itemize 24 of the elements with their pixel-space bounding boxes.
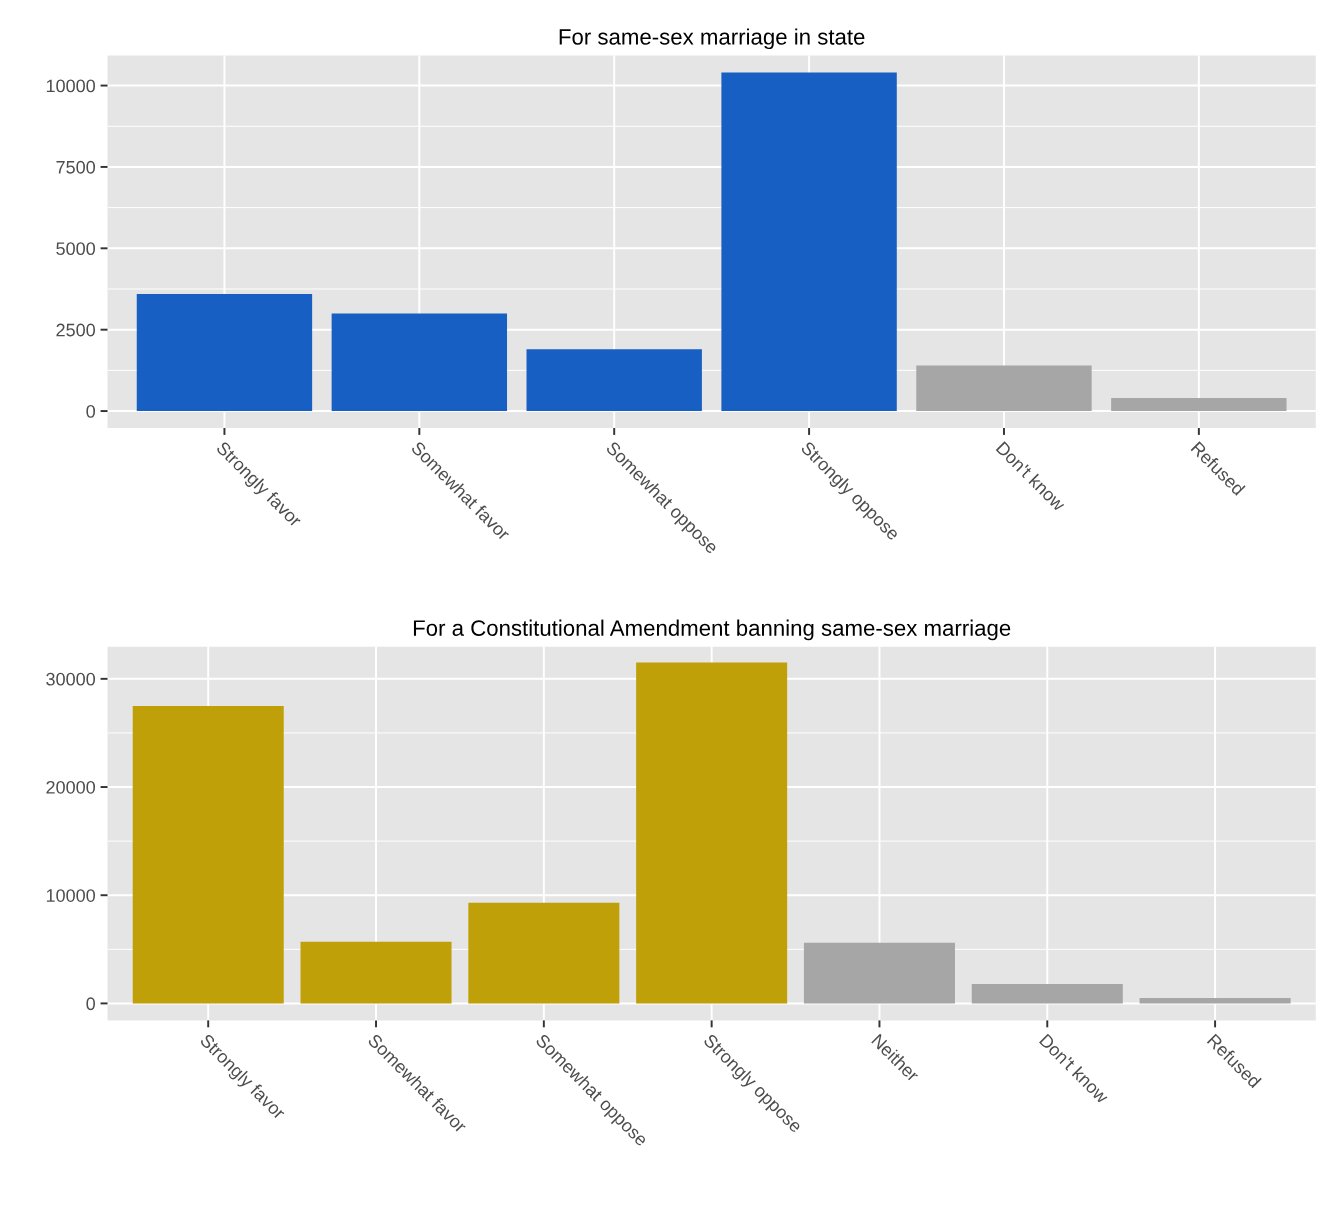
chart-title: For a Constitutional Amendment banning same-sex marriage xyxy=(413,619,1011,641)
y-tick-label: 20000 xyxy=(46,780,96,794)
y-tick-label: 30000 xyxy=(46,672,96,686)
bar xyxy=(916,365,1092,412)
y-tick-label: 10000 xyxy=(46,79,96,93)
chart-title: For same-sex marriage in state xyxy=(559,28,865,50)
y-tick-label: 7500 xyxy=(56,160,96,174)
y-tick-label: 0 xyxy=(86,404,96,418)
y-tick-label: 0 xyxy=(86,997,96,1011)
bar xyxy=(526,349,702,412)
bar xyxy=(803,942,955,1004)
bar xyxy=(1111,398,1287,412)
bar xyxy=(300,941,452,1004)
y-tick-label: 2500 xyxy=(56,323,96,337)
bar xyxy=(636,662,788,1004)
bar xyxy=(468,902,620,1004)
bar xyxy=(721,72,897,412)
bar xyxy=(971,983,1123,1004)
bar xyxy=(1139,998,1291,1004)
y-tick-label: 10000 xyxy=(46,889,96,902)
y-tick-label: 5000 xyxy=(56,242,96,256)
bar xyxy=(331,313,508,412)
bar xyxy=(136,293,313,412)
bar xyxy=(132,705,284,1004)
